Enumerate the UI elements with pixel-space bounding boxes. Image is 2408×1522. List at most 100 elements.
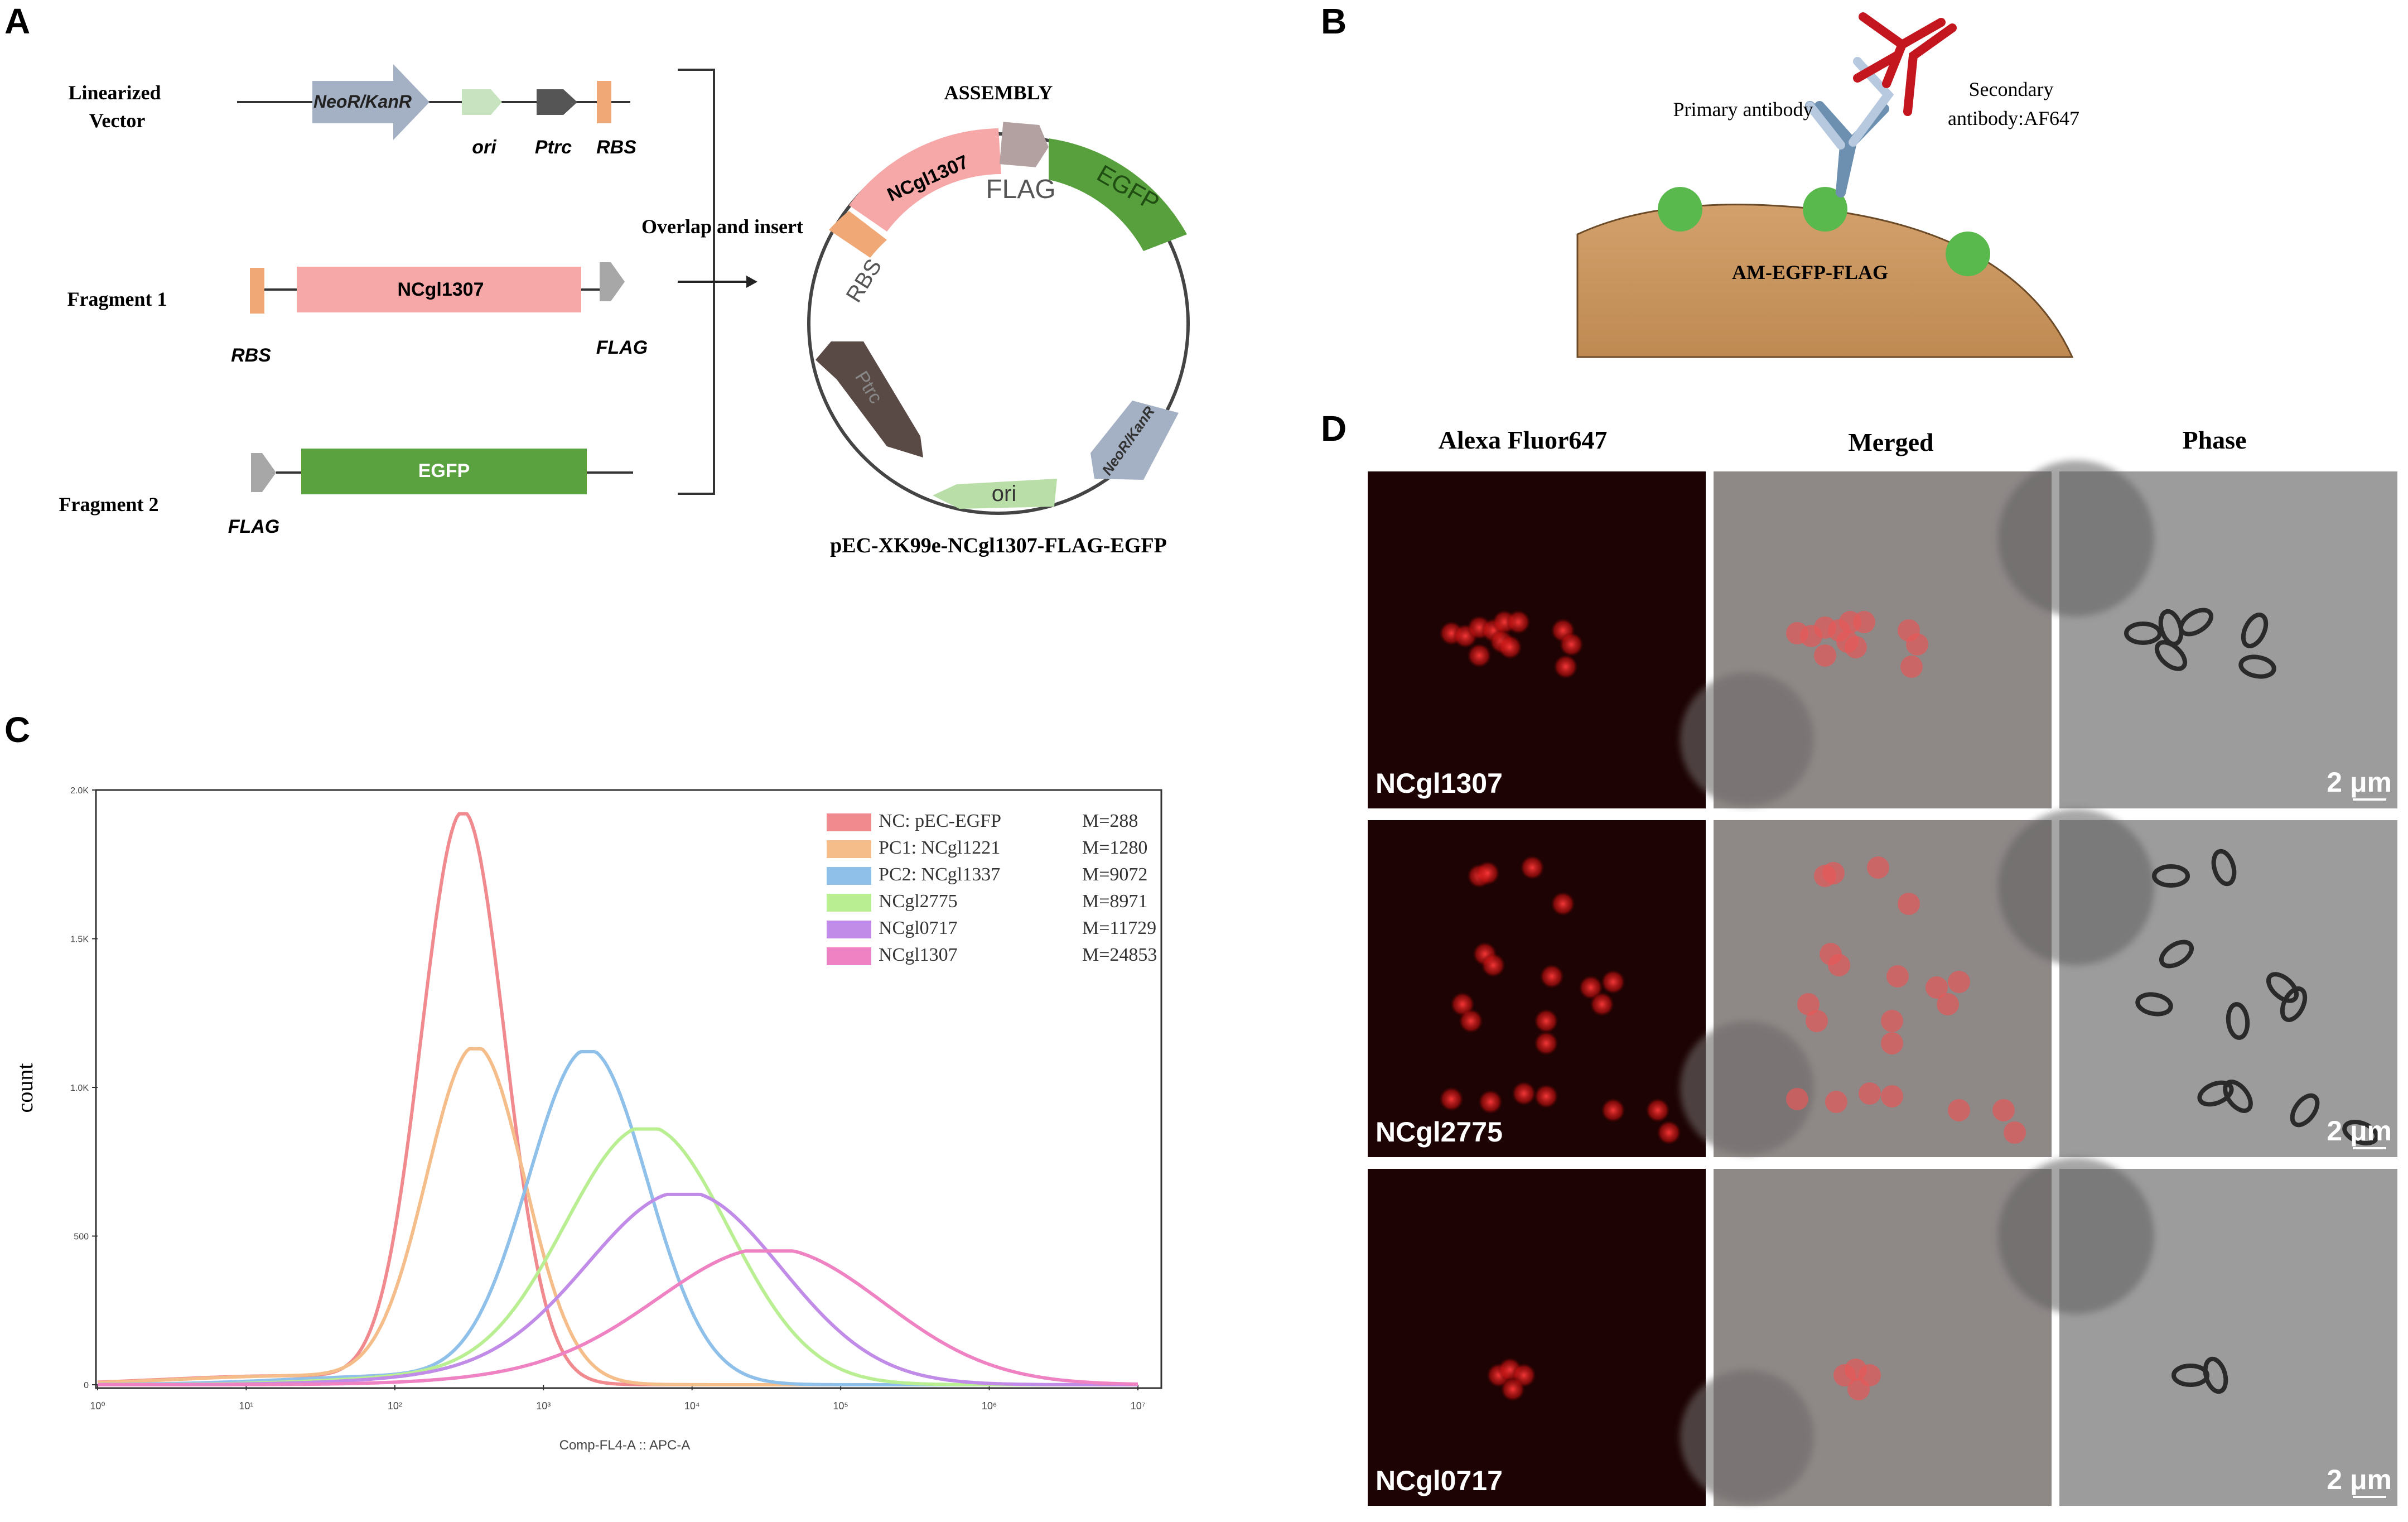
fluorescent-spot bbox=[1459, 1009, 1483, 1033]
x-tick-label: 10⁴ bbox=[684, 1400, 700, 1412]
y-tick-label: 2.0K bbox=[70, 786, 89, 796]
row-label: NCgl0717 bbox=[1376, 1465, 1503, 1496]
merged-spot bbox=[1806, 1010, 1828, 1032]
panel-label-a: A bbox=[4, 1, 30, 41]
phase-cell bbox=[2152, 864, 2190, 888]
phase-cell bbox=[2342, 1120, 2379, 1145]
micrograph-r2-c2 bbox=[1680, 820, 2052, 1157]
legend-swatch bbox=[827, 813, 871, 831]
egfp-gene-box bbox=[301, 449, 587, 494]
legend: NC: pEC-EGFP M=288 PC1: NCgl1221 M=1280 PC2:… bbox=[827, 811, 1157, 965]
rbs-label: RBS bbox=[596, 137, 636, 158]
row-label-line-2: Vector bbox=[89, 109, 146, 132]
fragment2-flag-arrow bbox=[251, 453, 276, 492]
panel-a-construct-diagram: Linearized Vector Fragment 1 Fragment 2 … bbox=[59, 64, 1190, 557]
fluorescent-spot bbox=[1559, 632, 1584, 657]
merged-spot bbox=[1898, 893, 1920, 915]
fragment1-rbs-label: RBS bbox=[231, 345, 271, 366]
plasmid-flag-label: FLAG bbox=[986, 175, 1055, 204]
panel-label-d: D bbox=[1321, 408, 1347, 449]
plasmid-egfp-arc bbox=[1049, 138, 1187, 251]
row-label: NCgl2775 bbox=[1376, 1116, 1503, 1148]
y-tick-label: 1.5K bbox=[70, 935, 89, 945]
merged-spot bbox=[1948, 971, 1970, 993]
phase-cell bbox=[2280, 986, 2308, 1022]
merged-spot bbox=[1859, 1082, 1881, 1105]
merged-spot bbox=[1886, 965, 1909, 988]
merged-spot bbox=[1828, 954, 1850, 976]
phase-cell bbox=[2223, 1080, 2253, 1113]
surface-protein-2 bbox=[1803, 187, 1847, 232]
cell-surface-label: AM-EGFP-FLAG bbox=[1732, 261, 1888, 283]
egfp-gene-label: EGFP bbox=[418, 460, 470, 481]
panel-label-c: C bbox=[4, 710, 30, 750]
merged-spot bbox=[1822, 862, 1845, 884]
micrograph-r2-c1: NCgl2775 bbox=[1368, 820, 1706, 1157]
micrograph-background bbox=[1368, 471, 1706, 808]
plasmid-ptrc-arrow bbox=[815, 341, 923, 457]
fluorescent-spot bbox=[1506, 610, 1531, 634]
fluorescent-spot bbox=[1540, 964, 1564, 989]
phase-cell bbox=[2238, 654, 2276, 679]
plasmid-neor-arrow bbox=[1090, 401, 1179, 480]
x-tick-label: 10² bbox=[388, 1400, 402, 1412]
vignette bbox=[1998, 809, 2154, 965]
fragment2-flag-label: FLAG bbox=[228, 516, 280, 537]
x-tick-label: 10⁵ bbox=[833, 1400, 848, 1412]
neor-kanr-label: NeoR/KanR bbox=[313, 91, 412, 112]
y-tick-group: 0 500 1.0K 1.5K 2.0K bbox=[70, 786, 98, 1390]
merged-spot bbox=[2004, 1121, 2026, 1144]
legend-swatch bbox=[827, 921, 871, 938]
phase-cell bbox=[2290, 1093, 2320, 1128]
micrograph-r2-c3: 2 μm bbox=[1998, 809, 2397, 1157]
legend-median: M=1280 bbox=[1082, 837, 1147, 858]
phase-cell bbox=[2203, 1356, 2228, 1394]
phase-cell bbox=[2197, 1080, 2234, 1107]
fluorescent-spot bbox=[1601, 1098, 1625, 1123]
panel-b-antibody-diagram: AM-EGFP-FLAG Primary antibody Secondary … bbox=[1576, 12, 2079, 358]
row-label-line-1: Linearized bbox=[69, 81, 161, 104]
plasmid-name: pEC-XK99e-NCgl1307-FLAG-EGFP bbox=[830, 534, 1167, 557]
micrograph-grid: NCgl1307 2 μm NCgl2775 2 μm NCgl0717 2 μm bbox=[1368, 460, 2397, 1506]
scale-bar-label: 2 μm bbox=[2327, 1464, 2392, 1495]
secondary-label-line-2: antibody:AF647 bbox=[1948, 107, 2079, 129]
merged-spot bbox=[1937, 993, 1959, 1015]
merged-spot bbox=[1906, 633, 1928, 656]
legend-swatch bbox=[827, 894, 871, 912]
y-tick-label: 500 bbox=[74, 1232, 89, 1242]
scale-bar-label: 2 μm bbox=[2327, 767, 2392, 798]
fluorescent-spot bbox=[1553, 654, 1578, 679]
fragment1-flag-arrow bbox=[600, 262, 625, 301]
vignette bbox=[1680, 1021, 1814, 1155]
legend-median: M=9072 bbox=[1082, 864, 1147, 885]
phase-cell bbox=[2241, 613, 2269, 648]
phase-cell bbox=[2135, 992, 2173, 1017]
panel-d-microscopy: Alexa Fluor647 Merged Phase NCgl1307 2 μm… bbox=[1368, 426, 2397, 1506]
primary-antibody-label: Primary antibody bbox=[1673, 98, 1813, 121]
legend-series-name: PC1: NCgl1221 bbox=[879, 837, 1000, 858]
fluorescent-spot bbox=[1512, 1081, 1536, 1106]
fluorescent-spot bbox=[1478, 1090, 1503, 1114]
surface-protein-1 bbox=[1658, 187, 1702, 232]
merged-spot bbox=[1881, 1010, 1903, 1032]
legend-swatch bbox=[827, 840, 871, 858]
merged-spot bbox=[1786, 1088, 1808, 1110]
legend-series-name: NCgl1307 bbox=[879, 945, 958, 965]
x-tick-label: 10³ bbox=[536, 1400, 551, 1412]
merged-spot bbox=[1948, 1099, 1970, 1121]
merged-spot bbox=[1992, 1099, 2015, 1121]
fragment1-rbs-box bbox=[250, 268, 264, 314]
secondary-antibody-label: Secondary antibody:AF647 bbox=[1948, 78, 2079, 129]
fluorescent-spot bbox=[1645, 1098, 1670, 1123]
plasmid-rbs-label: RBS bbox=[842, 255, 887, 307]
secondary-antibody bbox=[1853, 12, 1957, 116]
micrograph-background bbox=[1368, 1169, 1706, 1506]
ptrc-arrow bbox=[537, 89, 577, 115]
legend-series-name: NCgl2775 bbox=[879, 891, 958, 912]
scale-bar-label: 2 μm bbox=[2327, 1115, 2392, 1147]
x-tick-label: 10⁶ bbox=[982, 1400, 997, 1412]
merged-spot bbox=[1900, 656, 1923, 678]
merged-spot bbox=[1853, 611, 1875, 633]
panel-label-b: B bbox=[1321, 1, 1347, 41]
